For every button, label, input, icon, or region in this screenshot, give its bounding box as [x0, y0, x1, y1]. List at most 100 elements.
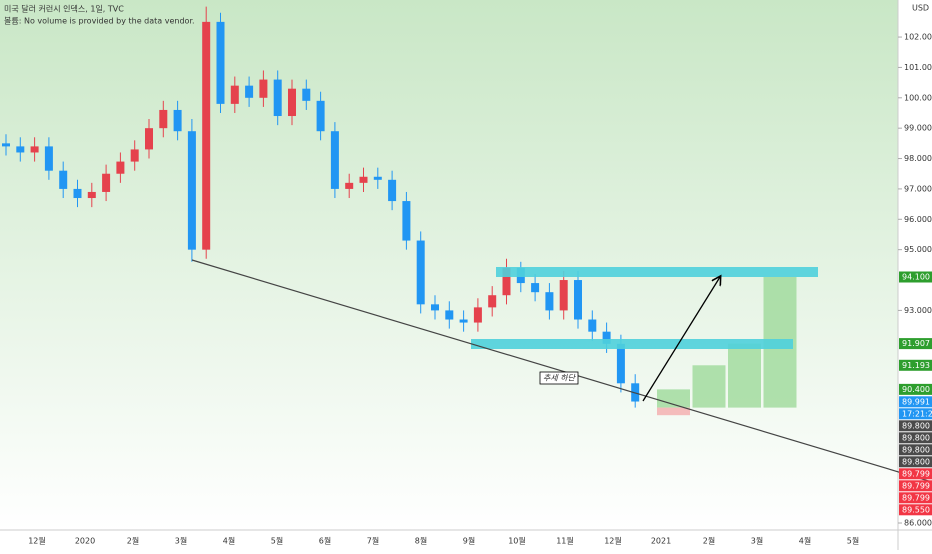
candle-body	[102, 173, 111, 192]
x-tick-label: 2020	[75, 537, 95, 546]
price-label-box	[899, 271, 932, 283]
x-tick-label: 11월	[556, 536, 574, 546]
candle-body	[345, 182, 354, 189]
price-label-box	[899, 444, 932, 456]
candle-body	[159, 109, 168, 129]
x-tick-label: 2월	[127, 536, 139, 546]
price-label: 89.550	[902, 505, 930, 514]
x-tick-label: 5월	[847, 536, 859, 546]
candle-body	[202, 21, 211, 250]
y-tick-label: 98.000	[904, 154, 932, 163]
trend-line	[191, 259, 932, 483]
x-tick-label: 5월	[271, 536, 283, 546]
projection-box	[692, 365, 726, 408]
price-label-box	[899, 383, 932, 395]
price-label-box	[899, 420, 932, 432]
x-tick-label: 12월	[28, 536, 46, 546]
price-label: 89.800	[902, 433, 930, 442]
y-tick-label: 95.000	[904, 245, 932, 254]
price-label-box	[899, 480, 932, 492]
candle-body	[44, 146, 53, 171]
y-tick-label: 93.000	[904, 306, 932, 315]
plot-background	[0, 0, 898, 530]
candle-body	[2, 143, 10, 147]
candle-body	[402, 201, 411, 241]
candle-body	[616, 343, 625, 384]
y-tick-label: 96.000	[904, 215, 932, 224]
candle-body	[473, 307, 482, 323]
candle-body	[574, 280, 582, 320]
price-label-box	[899, 468, 932, 480]
currency: USD	[912, 4, 929, 13]
arrow	[642, 277, 720, 402]
projection-box	[728, 343, 761, 408]
price-label: 89.799	[902, 493, 930, 502]
price-label-box	[899, 338, 932, 350]
candle-body	[116, 161, 125, 174]
loss-box	[657, 407, 690, 416]
x-tick-label: 4월	[799, 536, 811, 546]
x-tick-label: 9월	[463, 536, 475, 546]
annotation-box	[539, 371, 579, 385]
candle-body	[330, 131, 339, 189]
x-tick-label: 6월	[319, 536, 331, 546]
price-label: 91.907	[902, 339, 930, 348]
price-label-box	[899, 359, 932, 371]
y-tick-label: 97.000	[904, 184, 932, 193]
x-tick-label: 10월	[508, 536, 526, 546]
candle-body	[173, 109, 182, 132]
candle-body	[288, 88, 296, 117]
x-tick-label: 7월	[367, 536, 379, 546]
price-label: 89.799	[902, 481, 930, 490]
y-tick-label: 101.000	[904, 63, 932, 72]
candle-body	[545, 292, 554, 311]
support-zone	[471, 339, 793, 349]
candle-body	[273, 79, 282, 117]
candle-body	[316, 100, 325, 132]
candle-body	[502, 267, 511, 296]
candle-body	[559, 280, 568, 311]
price-label-box	[899, 408, 932, 420]
candle-body	[445, 310, 454, 320]
candle-body	[87, 191, 96, 199]
candle-body	[59, 170, 68, 189]
price-label: 17:21:22	[902, 409, 932, 418]
candle-body	[602, 331, 611, 344]
price-label-box	[899, 456, 932, 468]
x-tick-label: 12월	[604, 536, 622, 546]
price-label: 89.800	[902, 421, 930, 430]
x-tick-label: 2월	[703, 536, 715, 546]
candle-body	[230, 85, 239, 104]
x-tick-label: 3월	[751, 536, 763, 546]
y-tick-label: 99.000	[904, 124, 932, 133]
candle-body	[259, 79, 268, 98]
price-label: 89.799	[902, 469, 930, 478]
y-tick-label: 102.000	[904, 33, 932, 42]
volume-note: 볼륨: No volume is provided by the data ve…	[4, 16, 195, 26]
candle-body	[488, 295, 497, 308]
x-tick-label: 8월	[415, 536, 427, 546]
price-label: 89.991	[902, 397, 930, 406]
candle-body	[187, 131, 196, 250]
price-label: 89.800	[902, 457, 930, 466]
candle-body	[388, 179, 397, 202]
candle-body	[459, 319, 468, 323]
projection-box	[657, 389, 690, 408]
candle-body	[30, 146, 39, 153]
candle-body	[359, 176, 368, 183]
price-label: 89.800	[902, 445, 930, 454]
price-label: 90.400	[902, 385, 930, 394]
price-label-box	[899, 504, 932, 516]
price-label-box	[899, 432, 932, 444]
price-label-box	[899, 492, 932, 504]
candle-body	[130, 149, 139, 162]
candle-body	[416, 240, 425, 305]
candle-body	[73, 188, 82, 199]
resistance-zone	[496, 267, 818, 277]
candle-body	[245, 85, 254, 98]
y-tick-label: 100.000	[904, 93, 932, 102]
x-tick-label: 2021	[651, 537, 671, 546]
candle-body	[531, 283, 540, 293]
candle-body	[216, 21, 225, 104]
price-label: 94.100	[902, 272, 930, 281]
